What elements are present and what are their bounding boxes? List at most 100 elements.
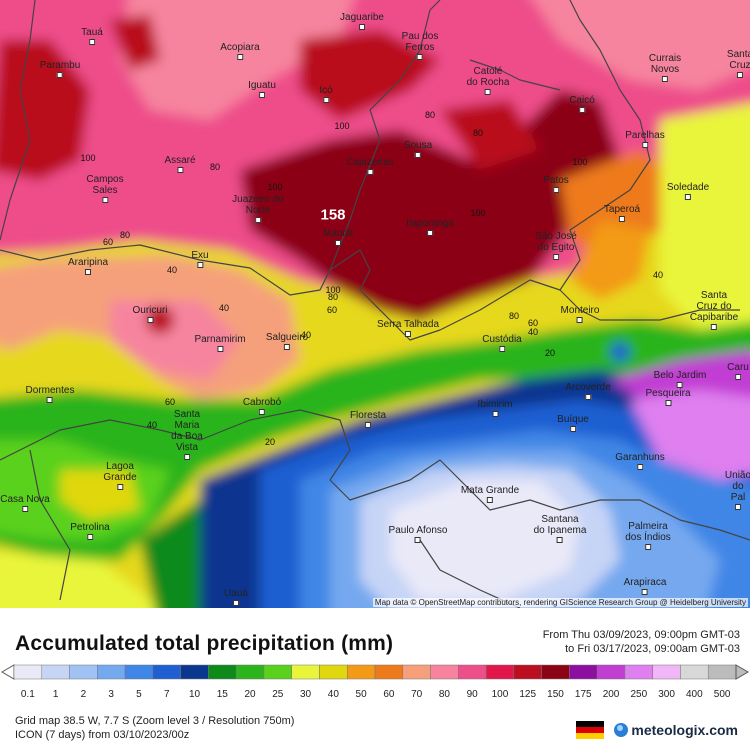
contour-value-label: 40 bbox=[146, 420, 158, 430]
city-marker-icon bbox=[578, 107, 585, 113]
city-label: Patos bbox=[543, 175, 569, 193]
legend-swatch bbox=[235, 664, 265, 680]
city-label: Cabrobó bbox=[243, 397, 281, 415]
city-label: Mata Grande bbox=[461, 485, 519, 503]
contour-value-label: 100 bbox=[470, 208, 486, 218]
legend-swatch bbox=[707, 664, 737, 680]
city-label: Ibimirim bbox=[478, 399, 513, 417]
legend-value-label: 15 bbox=[217, 689, 229, 700]
city-marker-icon bbox=[487, 497, 493, 503]
city-marker-icon bbox=[254, 217, 261, 223]
city-label: Juazeiro do Norte bbox=[232, 194, 284, 223]
city-marker-icon bbox=[577, 317, 583, 323]
legend-swatch bbox=[208, 664, 237, 680]
city-marker-icon bbox=[146, 317, 153, 323]
city-label: Parambu bbox=[40, 60, 80, 78]
contour-value-label: 80 bbox=[209, 162, 221, 172]
city-label: Parnamirim bbox=[194, 334, 246, 352]
legend-swatch bbox=[97, 664, 126, 680]
city-marker-icon bbox=[116, 484, 123, 490]
legend-swatch bbox=[485, 664, 515, 680]
color-scale-legend: 0.1 1 2 3 5 7 10 15 20 25 30 40 50 60 70 80 90 100 125 150 1… bbox=[0, 662, 750, 702]
legend-swatch bbox=[402, 664, 431, 680]
city-marker-icon bbox=[734, 504, 741, 510]
city-marker-icon bbox=[358, 24, 365, 30]
contour-value-label: 100 bbox=[80, 153, 96, 163]
city-marker-icon bbox=[661, 76, 668, 82]
legend-swatch bbox=[652, 664, 681, 680]
city-marker-icon bbox=[283, 344, 290, 350]
city-marker-icon bbox=[89, 39, 95, 45]
city-label: Dormentes bbox=[26, 385, 74, 403]
legend-value-label: 200 bbox=[603, 689, 620, 700]
legend-swatch bbox=[513, 664, 542, 680]
city-label: Iguatu bbox=[248, 80, 276, 98]
city-label: Arapiraca bbox=[624, 577, 666, 595]
contour-value-label: 100 bbox=[267, 182, 283, 192]
city-label: Buíque bbox=[557, 414, 589, 432]
legend-value-label: 5 bbox=[136, 689, 142, 700]
city-marker-icon bbox=[684, 194, 691, 200]
city-marker-icon bbox=[645, 544, 651, 550]
map-info: Grid map 38.5 W, 7.7 S (Zoom level 3 / R… bbox=[15, 714, 294, 742]
contour-value-label: 20 bbox=[264, 437, 276, 447]
city-marker-icon bbox=[258, 409, 265, 415]
legend-value-label: 10 bbox=[189, 689, 201, 700]
city-label: Sousa bbox=[404, 140, 432, 158]
city-label: Currais Novos bbox=[649, 53, 681, 82]
legend-value-label: 100 bbox=[492, 689, 509, 700]
contour-value-label: 60 bbox=[326, 305, 338, 315]
city-label: Araripina bbox=[68, 257, 108, 275]
legend-value-label: 125 bbox=[519, 689, 536, 700]
forecast-period: From Thu 03/09/2023, 09:00pm GMT-03 to F… bbox=[543, 628, 740, 656]
germany-flag-icon bbox=[576, 721, 605, 739]
city-label: Pau dos Ferros bbox=[402, 31, 438, 60]
brand[interactable]: meteologix.com bbox=[576, 720, 738, 740]
city-label: Caicó bbox=[569, 95, 595, 113]
city-label: Paulo Afonso bbox=[389, 525, 447, 543]
legend-value-label: 1 bbox=[53, 689, 59, 700]
legend-swatch bbox=[430, 664, 459, 680]
contour-value-label: 40 bbox=[527, 327, 539, 337]
legend-value-label: 2 bbox=[81, 689, 87, 700]
legend-swatch bbox=[124, 664, 154, 680]
city-marker-icon bbox=[642, 142, 648, 148]
city-marker-icon bbox=[492, 411, 498, 417]
legend-value-label: 70 bbox=[411, 689, 423, 700]
contour-value-label: 80 bbox=[327, 292, 339, 302]
legend-swatch bbox=[346, 664, 376, 680]
legend-swatch bbox=[569, 664, 598, 680]
contour-value-label: 60 bbox=[164, 397, 176, 407]
city-marker-icon bbox=[323, 97, 329, 103]
city-label: Catolé do Rocha bbox=[467, 66, 509, 95]
map-attribution[interactable]: Map data © OpenStreetMap contributors, r… bbox=[372, 598, 748, 607]
flag-stripe bbox=[576, 733, 605, 739]
brand-name: meteologix.com bbox=[631, 722, 738, 738]
city-marker-icon bbox=[259, 92, 265, 98]
city-marker-icon bbox=[334, 240, 341, 246]
city-marker-icon bbox=[87, 534, 93, 540]
city-label: Mauriti bbox=[323, 228, 353, 246]
city-label: Salgueiro bbox=[266, 332, 308, 350]
city-marker-icon bbox=[552, 254, 559, 260]
city-label: Ouricuri bbox=[132, 305, 168, 323]
legend-swatch bbox=[319, 664, 348, 680]
contour-value-label: 20 bbox=[544, 348, 556, 358]
city-marker-icon bbox=[499, 346, 505, 352]
city-label: Garanhuns bbox=[615, 452, 665, 470]
precipitation-map[interactable]: 100 80 100 100 80 80 100 100 80 60 40 40 40 100 80 60 80… bbox=[0, 0, 750, 608]
legend-value-label: 25 bbox=[272, 689, 284, 700]
legend-value-label: 90 bbox=[467, 689, 479, 700]
contour-value-label: 40 bbox=[300, 330, 312, 340]
map-canvas bbox=[0, 0, 750, 608]
city-label: Campos Sales bbox=[86, 174, 124, 203]
legend-value-label: 0.1 bbox=[21, 689, 35, 700]
contour-value-label: 60 bbox=[102, 237, 114, 247]
grid-info: Grid map 38.5 W, 7.7 S (Zoom level 3 / R… bbox=[15, 715, 295, 727]
legend-value-label: 500 bbox=[714, 689, 731, 700]
city-label: Casa Nova bbox=[0, 494, 50, 512]
city-label: Assaré bbox=[164, 155, 196, 173]
legend-swatch bbox=[624, 664, 653, 680]
legend-swatch bbox=[291, 664, 320, 680]
contour-value-label: 40 bbox=[218, 303, 230, 313]
